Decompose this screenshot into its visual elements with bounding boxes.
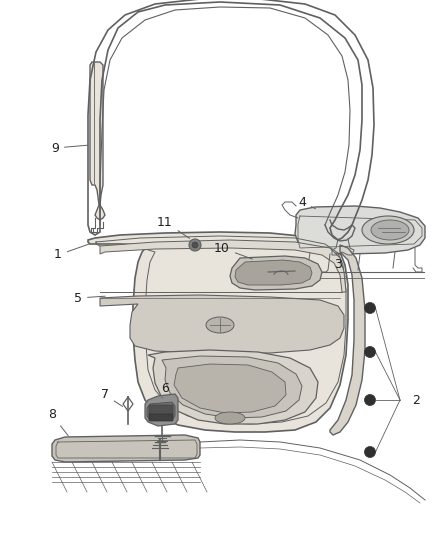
Text: 1: 1 xyxy=(54,244,89,262)
Circle shape xyxy=(364,303,375,313)
Polygon shape xyxy=(174,364,286,413)
Polygon shape xyxy=(100,295,344,353)
Circle shape xyxy=(364,346,375,358)
Text: 9: 9 xyxy=(51,141,87,155)
Polygon shape xyxy=(235,260,312,285)
Circle shape xyxy=(364,447,375,457)
Text: 11: 11 xyxy=(157,215,190,238)
Ellipse shape xyxy=(215,412,245,424)
Circle shape xyxy=(189,239,201,251)
Polygon shape xyxy=(100,240,346,292)
Ellipse shape xyxy=(371,220,409,240)
Polygon shape xyxy=(295,206,425,254)
Ellipse shape xyxy=(206,317,234,333)
Polygon shape xyxy=(145,394,178,426)
Polygon shape xyxy=(148,350,318,424)
Polygon shape xyxy=(52,435,200,462)
Text: 8: 8 xyxy=(48,408,68,436)
Text: 3: 3 xyxy=(334,259,346,278)
Text: 6: 6 xyxy=(161,382,169,398)
Text: 4: 4 xyxy=(298,196,315,209)
Polygon shape xyxy=(90,62,105,220)
Polygon shape xyxy=(147,402,175,420)
Text: 2: 2 xyxy=(412,393,420,407)
Text: 7: 7 xyxy=(101,389,123,407)
FancyBboxPatch shape xyxy=(149,405,173,415)
Text: 5: 5 xyxy=(74,292,105,304)
FancyBboxPatch shape xyxy=(149,414,173,421)
Polygon shape xyxy=(330,245,365,435)
Text: 10: 10 xyxy=(214,241,252,259)
Polygon shape xyxy=(88,232,348,432)
Circle shape xyxy=(192,242,198,248)
Polygon shape xyxy=(230,256,322,290)
Ellipse shape xyxy=(362,216,414,244)
Polygon shape xyxy=(162,356,302,418)
Circle shape xyxy=(364,394,375,406)
